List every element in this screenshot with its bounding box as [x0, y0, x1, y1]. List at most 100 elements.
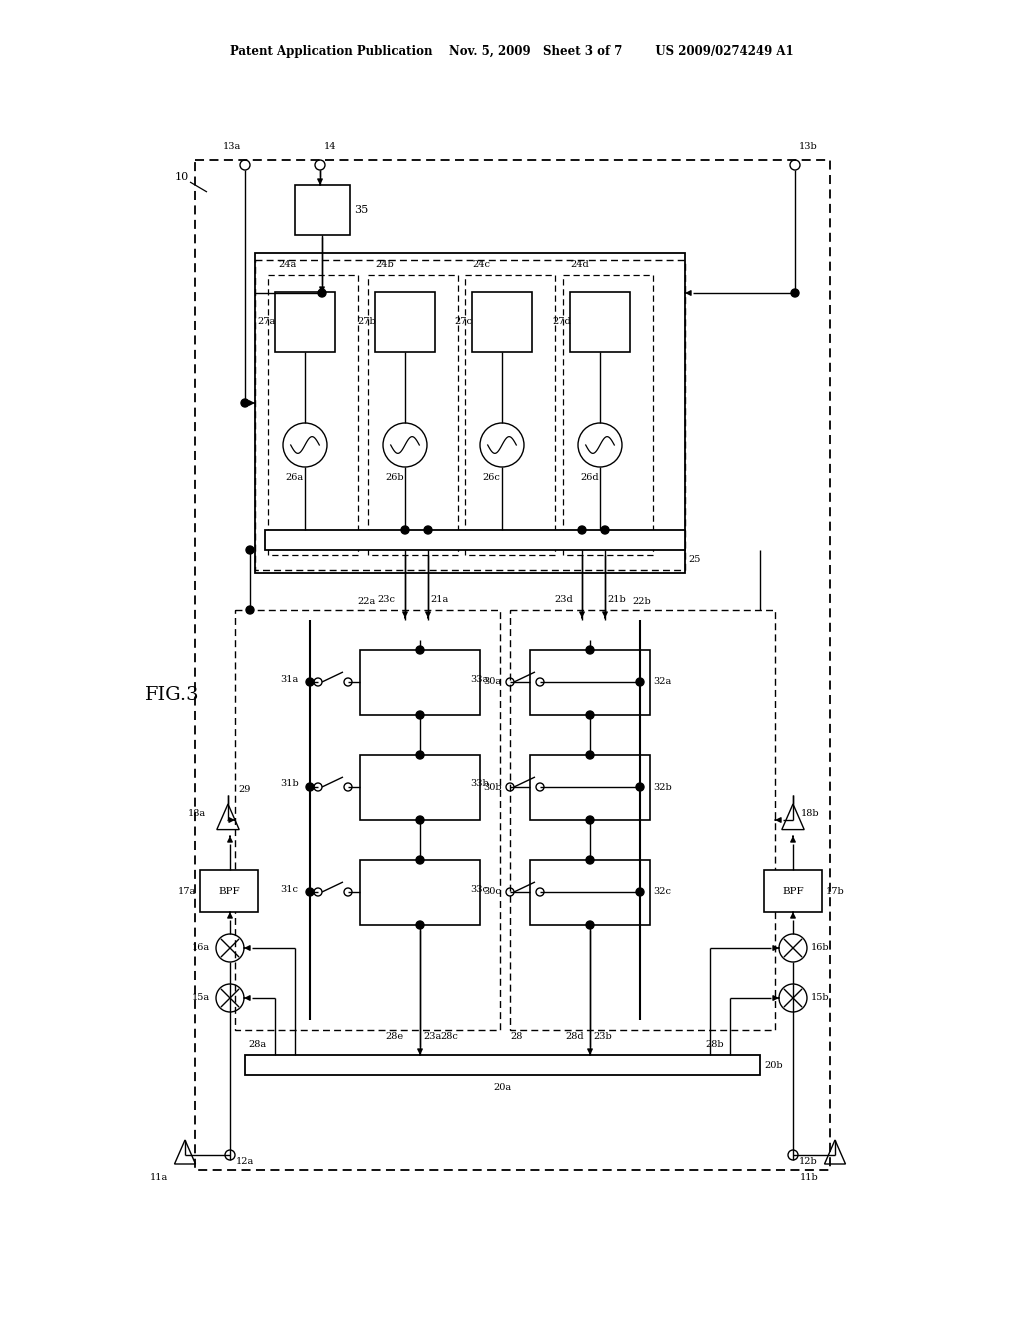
Text: 22b: 22b [633, 597, 651, 606]
Bar [234, 610, 500, 1030]
Text: 33c: 33c [470, 884, 488, 894]
Text: 30c: 30c [483, 887, 501, 896]
Bar [360, 861, 480, 925]
Text: 15a: 15a [193, 994, 210, 1002]
Text: 28e: 28e [385, 1032, 403, 1041]
Bar [360, 755, 480, 820]
Text: 31a: 31a [280, 675, 298, 684]
Text: 17a: 17a [178, 887, 197, 895]
Text: 13b: 13b [799, 143, 818, 150]
Circle shape [246, 606, 254, 614]
Text: 31c: 31c [280, 884, 298, 894]
Bar [360, 649, 480, 715]
Bar [530, 755, 650, 820]
Text: 24d: 24d [570, 260, 589, 269]
Circle shape [416, 816, 424, 824]
Bar [472, 292, 532, 352]
Text: 16b: 16b [811, 944, 829, 953]
Text: 31b: 31b [280, 780, 299, 788]
Circle shape [586, 816, 594, 824]
Circle shape [416, 751, 424, 759]
Text: FIG.3: FIG.3 [145, 686, 200, 704]
Bar [245, 1055, 760, 1074]
Circle shape [246, 546, 254, 554]
Bar [368, 275, 458, 554]
Text: 17b: 17b [826, 887, 845, 895]
Text: 35: 35 [354, 205, 369, 215]
Text: 12a: 12a [236, 1158, 254, 1166]
Bar [200, 870, 258, 912]
Circle shape [318, 289, 326, 297]
Text: BPF: BPF [218, 887, 240, 895]
Text: 33b: 33b [470, 780, 488, 788]
Circle shape [416, 855, 424, 865]
Text: 27a: 27a [257, 318, 275, 326]
Circle shape [586, 921, 594, 929]
Text: 12b: 12b [799, 1158, 818, 1166]
Circle shape [416, 645, 424, 653]
Circle shape [578, 525, 586, 535]
Circle shape [586, 855, 594, 865]
Text: 26d: 26d [580, 473, 599, 482]
Bar [570, 292, 630, 352]
Text: 23c: 23c [377, 595, 395, 605]
Text: 33a: 33a [470, 675, 488, 684]
Text: 24b: 24b [375, 260, 394, 269]
Bar [465, 275, 555, 554]
Text: 11a: 11a [150, 1173, 168, 1181]
Bar [563, 275, 653, 554]
Text: 23b: 23b [593, 1032, 611, 1041]
Text: 13a: 13a [223, 143, 242, 150]
Circle shape [636, 888, 644, 896]
Bar [510, 610, 775, 1030]
Bar [530, 649, 650, 715]
Text: 30b: 30b [483, 783, 502, 792]
Text: 23d: 23d [554, 595, 572, 605]
Bar [195, 160, 830, 1170]
Circle shape [586, 645, 594, 653]
Text: 18b: 18b [801, 809, 819, 818]
Text: 22a: 22a [357, 597, 376, 606]
Circle shape [241, 399, 249, 407]
Text: 14: 14 [324, 143, 337, 150]
Text: 28a: 28a [248, 1040, 266, 1049]
Circle shape [306, 678, 314, 686]
Text: 25: 25 [688, 556, 700, 565]
Text: 26b: 26b [385, 473, 403, 482]
Text: 26a: 26a [285, 473, 303, 482]
Text: 16a: 16a [193, 944, 210, 953]
Text: 32b: 32b [653, 783, 672, 792]
Circle shape [636, 678, 644, 686]
Text: 28c: 28c [440, 1032, 458, 1041]
Circle shape [601, 525, 609, 535]
Text: 32a: 32a [653, 677, 672, 686]
Bar [530, 861, 650, 925]
Text: 32c: 32c [653, 887, 671, 896]
Text: 20b: 20b [764, 1060, 782, 1069]
Bar [268, 275, 358, 554]
Text: 27b: 27b [357, 318, 376, 326]
Text: 29: 29 [238, 785, 251, 795]
Circle shape [586, 751, 594, 759]
Bar [295, 185, 350, 235]
Bar [255, 253, 685, 573]
Text: 20a: 20a [493, 1082, 511, 1092]
Text: 23a: 23a [423, 1032, 441, 1041]
Text: 21b: 21b [607, 595, 626, 605]
Text: 24a: 24a [278, 260, 296, 269]
Bar [265, 531, 685, 550]
Circle shape [306, 783, 314, 791]
Circle shape [416, 921, 424, 929]
Bar [275, 292, 335, 352]
Text: 27c: 27c [454, 318, 472, 326]
Text: 15b: 15b [811, 994, 829, 1002]
Circle shape [424, 525, 432, 535]
Circle shape [416, 711, 424, 719]
Text: 26c: 26c [482, 473, 500, 482]
Text: 28: 28 [510, 1032, 522, 1041]
Circle shape [791, 289, 799, 297]
Text: 18a: 18a [188, 809, 206, 818]
Circle shape [401, 525, 409, 535]
Text: 11b: 11b [800, 1173, 819, 1181]
Text: BPF: BPF [782, 887, 804, 895]
